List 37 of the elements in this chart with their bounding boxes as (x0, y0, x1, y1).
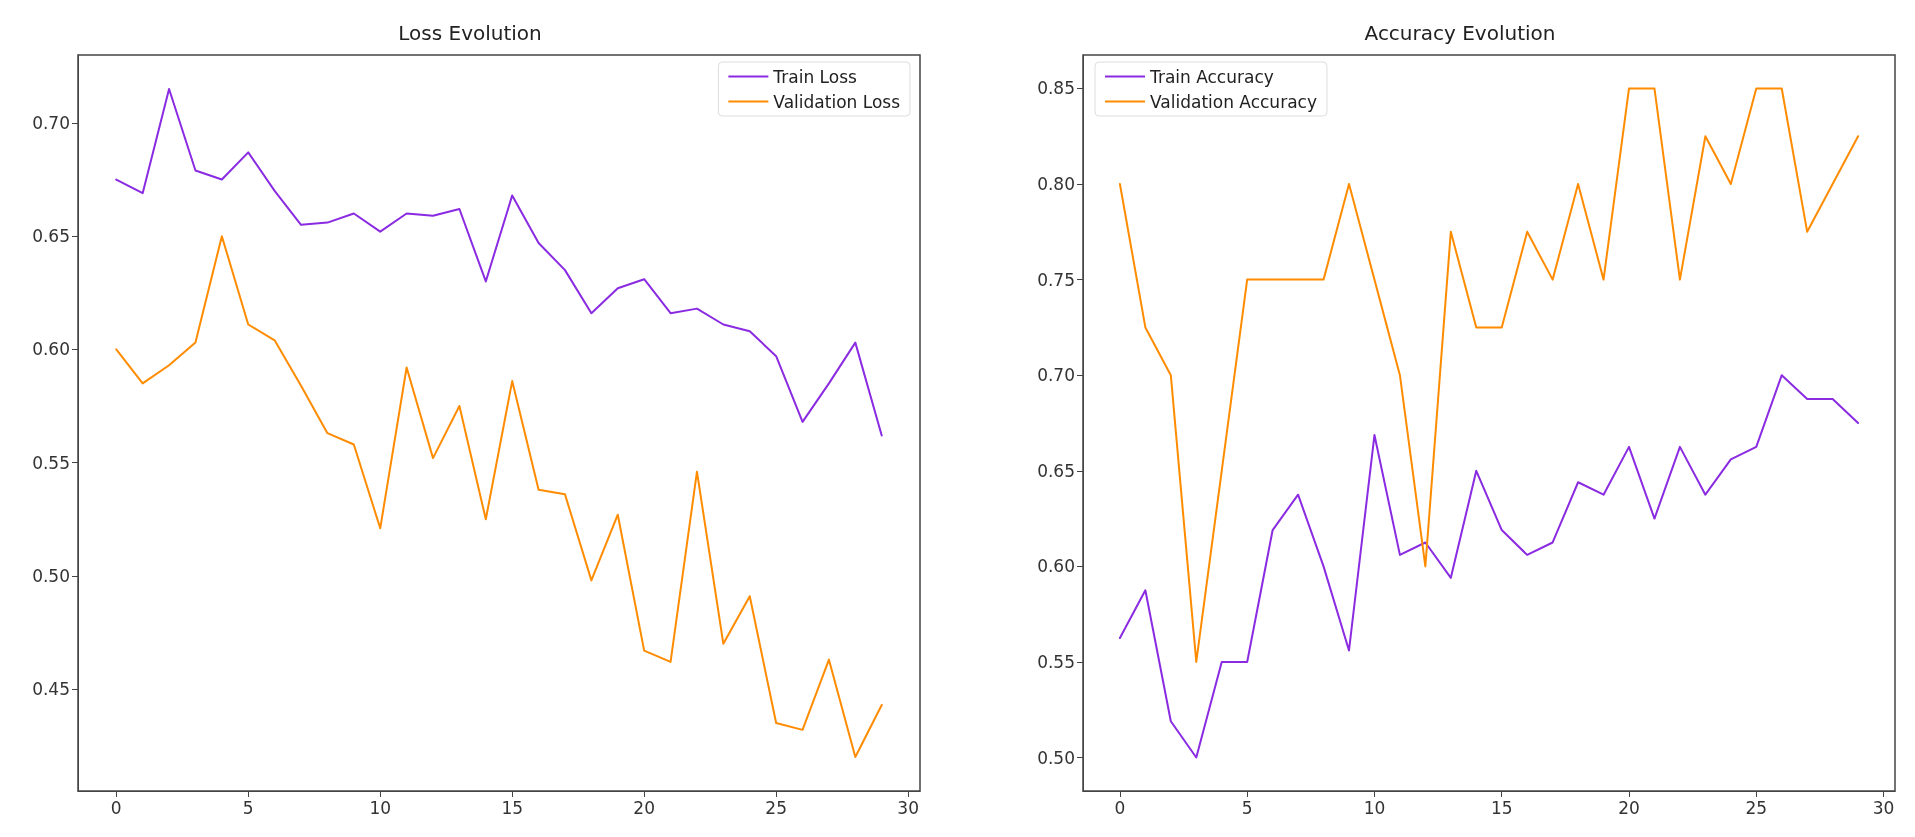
x-tick-label: 5 (1241, 797, 1253, 818)
x-tick-label: 30 (1872, 797, 1895, 818)
y-tick-label: 0.55 (1037, 651, 1075, 672)
y-tick-label: 0.45 (32, 679, 70, 700)
x-tick-label: 15 (501, 797, 524, 818)
y-tick-label: 0.75 (1037, 269, 1075, 290)
y-tick-label: 0.80 (1037, 174, 1075, 195)
x-tick-label: 20 (1618, 797, 1640, 818)
y-tick-label: 0.50 (1037, 747, 1075, 768)
legend-label: Validation Loss (773, 91, 901, 112)
y-tick-label: 0.50 (32, 565, 70, 586)
x-tick-label: 25 (1745, 797, 1768, 818)
legend-label: Validation Accuracy (1150, 91, 1317, 112)
legend-label: Train Loss (772, 66, 857, 87)
y-tick-label: 0.70 (32, 112, 70, 133)
legend-label: Train Accuracy (1149, 66, 1274, 87)
y-tick-label: 0.85 (1037, 78, 1075, 99)
x-tick-label: 20 (633, 797, 655, 818)
y-tick-label: 0.60 (1037, 556, 1075, 577)
y-tick-label: 0.65 (1037, 460, 1075, 481)
y-tick-label: 0.60 (32, 339, 70, 360)
y-tick-label: 0.70 (1037, 365, 1075, 386)
line-series (1118, 87, 1860, 663)
x-tick-label: 0 (110, 797, 122, 818)
x-tick-label: 5 (242, 797, 254, 818)
x-tick-label: 0 (1114, 797, 1126, 818)
x-tick-label: 25 (765, 797, 787, 818)
x-tick-label: 10 (369, 797, 392, 818)
y-tick-label: 0.55 (32, 452, 70, 473)
y-tick-label: 0.65 (32, 226, 70, 247)
x-tick-label: 30 (897, 797, 919, 818)
x-tick-label: 10 (1363, 797, 1386, 818)
line-series (1118, 374, 1860, 759)
line-series (115, 235, 883, 759)
chart-title: Loss Evolution (398, 21, 542, 45)
chart-title: Accuracy Evolution (1364, 21, 1556, 45)
x-tick-label: 15 (1490, 797, 1513, 818)
